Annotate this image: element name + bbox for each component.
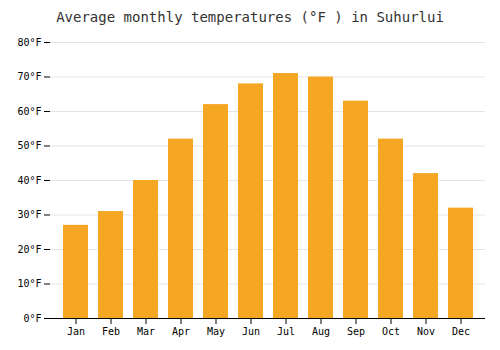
svg-text:May: May [207,326,225,337]
svg-text:Jun: Jun [242,326,260,337]
svg-text:Feb: Feb [102,326,120,337]
svg-text:Sep: Sep [347,326,365,337]
svg-text:Nov: Nov [417,326,435,337]
svg-text:Jul: Jul [277,326,295,337]
html-text:Average monthly temperatures (: Average monthly temperatures (°F ) in Su… [56,9,444,25]
svg-text:80°F: 80°F [17,37,41,48]
svg-text:Jan: Jan [67,326,85,337]
svg-text:Oct: Oct [382,326,400,337]
svg-text:50°F: 50°F [17,140,41,151]
svg-text:40°F: 40°F [17,175,41,186]
svg-text:20°F: 20°F [17,244,41,255]
svg-text:Aug: Aug [312,326,330,337]
svg-text:30°F: 30°F [17,209,41,220]
svg-text:Apr: Apr [172,326,190,337]
svg-text:60°F: 60°F [17,106,41,117]
svg-text:10°F: 10°F [17,278,41,289]
svg-text:Mar: Mar [137,326,155,337]
svg-text:70°F: 70°F [17,71,41,82]
svg-text:Dec: Dec [452,326,470,337]
svg-text:0°F: 0°F [23,313,41,324]
